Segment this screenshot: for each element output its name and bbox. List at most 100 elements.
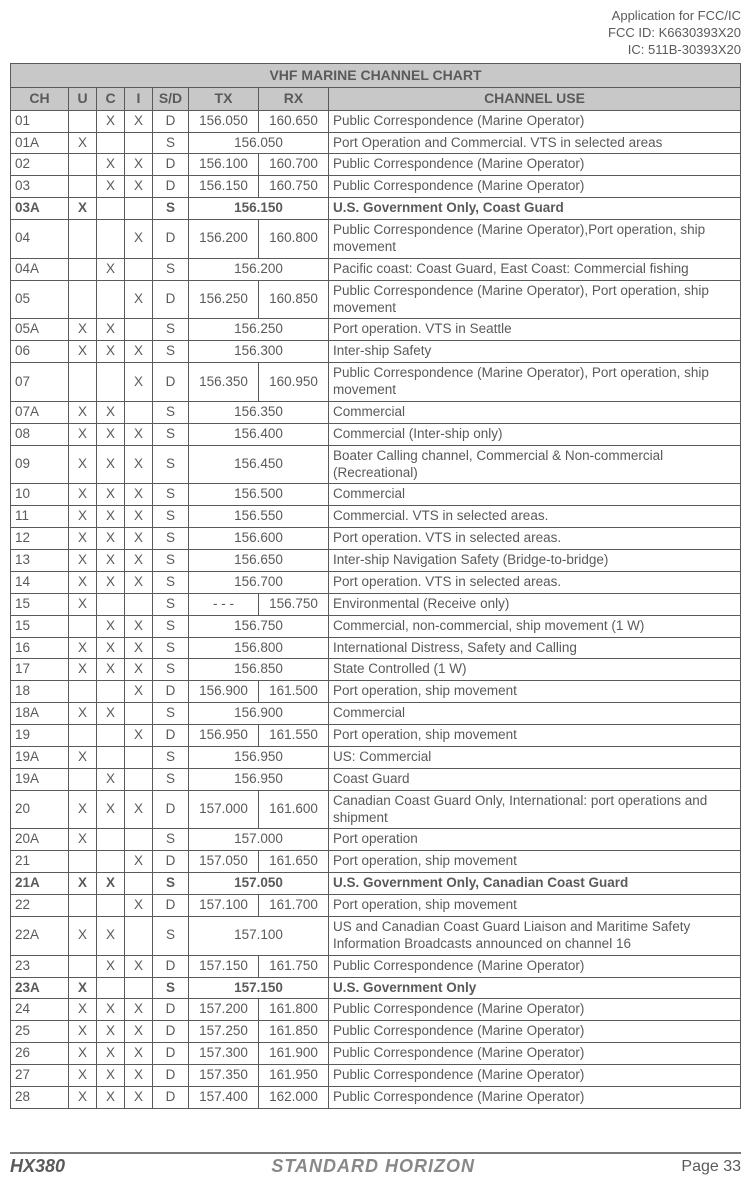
table-cell: S: [153, 873, 189, 895]
table-cell: [97, 681, 125, 703]
table-cell: Public Correspondence (Marine Operator): [329, 1021, 741, 1043]
table-cell: X: [97, 258, 125, 280]
table-cell: X: [97, 445, 125, 484]
table-cell: International Distress, Safety and Calli…: [329, 637, 741, 659]
table-cell: 28: [11, 1086, 69, 1108]
table-row: 14XXXS156.700Port operation. VTS in sele…: [11, 571, 741, 593]
footer-page: Page 33: [681, 1158, 741, 1176]
table-cell: 157.400: [189, 1086, 259, 1108]
table-cell: X: [69, 1021, 97, 1043]
table-cell: [125, 746, 153, 768]
th-rx: RX: [259, 88, 329, 111]
table-cell: 157.000: [189, 829, 329, 851]
table-cell: 09: [11, 445, 69, 484]
table-cell: X: [69, 1086, 97, 1108]
table-cell: X: [97, 999, 125, 1021]
table-cell: X: [97, 176, 125, 198]
table-cell: X: [97, 790, 125, 829]
table-cell: Canadian Coast Guard Only, International…: [329, 790, 741, 829]
table-cell: 156.100: [189, 154, 259, 176]
table-cell: 156.500: [189, 484, 329, 506]
table-cell: X: [97, 484, 125, 506]
table-cell: X: [69, 829, 97, 851]
table-cell: 157.000: [189, 790, 259, 829]
table-cell: X: [69, 873, 97, 895]
table-cell: X: [125, 484, 153, 506]
table-cell: X: [69, 637, 97, 659]
table-cell: Public Correspondence (Marine Operator),…: [329, 280, 741, 319]
table-cell: D: [153, 999, 189, 1021]
table-cell: 03: [11, 176, 69, 198]
table-cell: 156.900: [189, 703, 329, 725]
table-cell: [97, 593, 125, 615]
table-cell: X: [97, 768, 125, 790]
table-cell: US and Canadian Coast Guard Liaison and …: [329, 916, 741, 955]
table-row: 07XD156.350160.950Public Correspondence …: [11, 363, 741, 402]
table-row: 10XXXS156.500Commercial: [11, 484, 741, 506]
table-cell: [97, 851, 125, 873]
table-cell: 156.200: [189, 258, 329, 280]
table-row: 28XXXD157.400162.000Public Correspondenc…: [11, 1086, 741, 1108]
table-cell: S: [153, 506, 189, 528]
th-i: I: [125, 88, 153, 111]
table-cell: S: [153, 615, 189, 637]
table-row: 05XD156.250160.850Public Correspondence …: [11, 280, 741, 319]
table-cell: 161.600: [259, 790, 329, 829]
table-cell: X: [125, 176, 153, 198]
table-cell: X: [125, 423, 153, 445]
table-cell: S: [153, 659, 189, 681]
table-cell: X: [69, 593, 97, 615]
table-cell: X: [97, 423, 125, 445]
table-cell: Inter-ship Safety: [329, 341, 741, 363]
table-cell: U.S. Government Only, Coast Guard: [329, 198, 741, 220]
table-cell: 157.050: [189, 873, 329, 895]
table-cell: [125, 703, 153, 725]
table-row: 11XXXS156.550Commercial. VTS in selected…: [11, 506, 741, 528]
table-cell: X: [97, 955, 125, 977]
th-c: C: [97, 88, 125, 111]
table-cell: 156.900: [189, 681, 259, 703]
table-cell: 04A: [11, 258, 69, 280]
table-cell: Commercial: [329, 484, 741, 506]
table-cell: S: [153, 423, 189, 445]
table-cell: 161.550: [259, 725, 329, 747]
header-block: Application for FCC/IC FCC ID: K6630393X…: [10, 8, 741, 59]
table-row: 09XXXS156.450Boater Calling channel, Com…: [11, 445, 741, 484]
table-cell: X: [97, 341, 125, 363]
table-cell: Public Correspondence (Marine Operator),…: [329, 220, 741, 259]
table-cell: D: [153, 790, 189, 829]
header-line1: Application for FCC/IC: [10, 8, 741, 25]
table-cell: S: [153, 916, 189, 955]
table-cell: S: [153, 550, 189, 572]
table-cell: [97, 895, 125, 917]
table-cell: 07: [11, 363, 69, 402]
table-cell: [69, 258, 97, 280]
table-cell: 11: [11, 506, 69, 528]
table-cell: [97, 280, 125, 319]
footer-brand: STANDARD HORIZON: [271, 1156, 475, 1177]
table-cell: D: [153, 681, 189, 703]
table-row: 19XD156.950161.550Port operation, ship m…: [11, 725, 741, 747]
table-row: 01XXD156.050160.650Public Correspondence…: [11, 110, 741, 132]
table-cell: Commercial: [329, 703, 741, 725]
table-cell: X: [69, 401, 97, 423]
table-cell: 157.150: [189, 955, 259, 977]
table-row: 07AXXS156.350Commercial: [11, 401, 741, 423]
table-row: 15XS- - -156.750Environmental (Receive o…: [11, 593, 741, 615]
table-cell: X: [69, 423, 97, 445]
table-row: 19AXS156.950US: Commercial: [11, 746, 741, 768]
table-cell: Public Correspondence (Marine Operator): [329, 955, 741, 977]
table-cell: 27: [11, 1065, 69, 1087]
table-cell: Environmental (Receive only): [329, 593, 741, 615]
table-cell: 06: [11, 341, 69, 363]
table-cell: S: [153, 703, 189, 725]
table-cell: X: [97, 1043, 125, 1065]
table-cell: D: [153, 154, 189, 176]
table-cell: [69, 681, 97, 703]
table-cell: X: [97, 550, 125, 572]
table-cell: [97, 977, 125, 999]
table-cell: 160.800: [259, 220, 329, 259]
table-cell: 156.850: [189, 659, 329, 681]
table-cell: 161.500: [259, 681, 329, 703]
table-cell: X: [69, 703, 97, 725]
